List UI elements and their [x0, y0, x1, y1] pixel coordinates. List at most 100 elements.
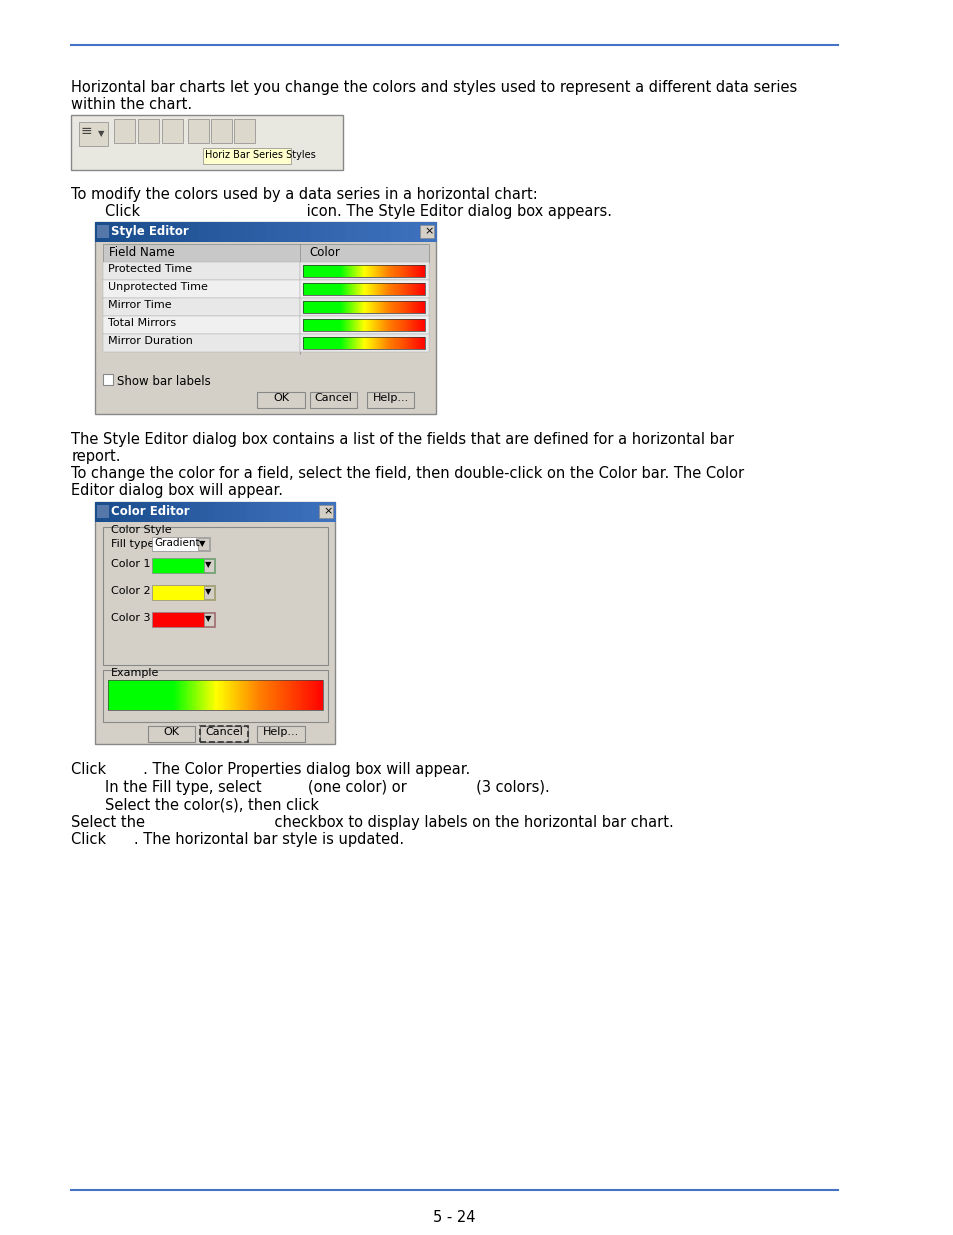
Bar: [149, 680, 152, 710]
Bar: [365, 319, 366, 331]
Bar: [226, 680, 228, 710]
Bar: [361, 283, 363, 295]
Bar: [414, 283, 415, 295]
Bar: [311, 501, 320, 522]
Bar: [119, 501, 128, 522]
Bar: [288, 222, 300, 242]
Bar: [134, 680, 136, 710]
Bar: [401, 266, 403, 277]
Bar: [276, 680, 278, 710]
Bar: [131, 680, 133, 710]
Bar: [301, 680, 303, 710]
Bar: [379, 266, 380, 277]
Bar: [365, 301, 366, 312]
Bar: [411, 283, 412, 295]
Bar: [397, 319, 398, 331]
Bar: [394, 337, 395, 350]
Bar: [336, 283, 337, 295]
Bar: [366, 337, 367, 350]
Bar: [373, 301, 375, 312]
Bar: [364, 283, 365, 295]
Bar: [103, 333, 300, 352]
Bar: [337, 283, 338, 295]
Text: Style Editor: Style Editor: [112, 225, 189, 238]
Bar: [356, 301, 358, 312]
Bar: [308, 283, 309, 295]
Bar: [326, 283, 328, 295]
Bar: [414, 266, 415, 277]
Bar: [341, 283, 343, 295]
Bar: [303, 319, 304, 331]
Bar: [414, 319, 415, 331]
Bar: [409, 301, 411, 312]
Bar: [174, 222, 187, 242]
Bar: [309, 337, 311, 350]
Bar: [392, 266, 394, 277]
Bar: [411, 266, 412, 277]
Bar: [315, 319, 317, 331]
Bar: [414, 337, 415, 350]
Bar: [349, 266, 350, 277]
Bar: [383, 337, 384, 350]
Bar: [126, 680, 128, 710]
Bar: [305, 680, 307, 710]
Bar: [295, 501, 304, 522]
Bar: [364, 319, 365, 331]
Bar: [317, 266, 318, 277]
Bar: [372, 337, 374, 350]
Bar: [337, 266, 338, 277]
Bar: [395, 301, 396, 312]
Bar: [244, 680, 246, 710]
Bar: [232, 222, 244, 242]
Bar: [187, 680, 189, 710]
Bar: [209, 222, 221, 242]
Bar: [258, 680, 260, 710]
Bar: [323, 266, 324, 277]
Bar: [398, 337, 399, 350]
Bar: [358, 283, 360, 295]
Bar: [148, 726, 195, 742]
Bar: [256, 680, 258, 710]
Bar: [360, 301, 362, 312]
Bar: [327, 266, 329, 277]
Bar: [303, 266, 304, 277]
Bar: [306, 283, 307, 295]
Bar: [419, 225, 433, 238]
Bar: [220, 680, 223, 710]
Bar: [239, 501, 248, 522]
Bar: [355, 319, 357, 331]
Bar: [423, 337, 425, 350]
Bar: [360, 266, 362, 277]
Bar: [177, 680, 180, 710]
Bar: [390, 266, 392, 277]
Bar: [197, 222, 210, 242]
Bar: [326, 301, 328, 312]
Bar: [366, 301, 367, 312]
Bar: [351, 337, 352, 350]
Bar: [422, 337, 424, 350]
Bar: [304, 301, 305, 312]
Bar: [215, 501, 224, 522]
Bar: [407, 283, 409, 295]
Bar: [423, 283, 425, 295]
Bar: [405, 337, 407, 350]
Bar: [188, 119, 209, 143]
Bar: [400, 266, 401, 277]
Bar: [359, 337, 361, 350]
Bar: [399, 266, 400, 277]
Bar: [404, 266, 406, 277]
Bar: [103, 527, 328, 664]
Bar: [403, 301, 405, 312]
Bar: [367, 337, 368, 350]
Bar: [343, 266, 345, 277]
Bar: [411, 319, 412, 331]
Bar: [107, 222, 119, 242]
Text: OK: OK: [273, 393, 289, 403]
Bar: [392, 301, 394, 312]
Bar: [369, 266, 370, 277]
Bar: [350, 266, 351, 277]
Bar: [294, 680, 296, 710]
Bar: [143, 680, 146, 710]
Bar: [326, 266, 328, 277]
Text: ≡: ≡: [81, 124, 92, 138]
